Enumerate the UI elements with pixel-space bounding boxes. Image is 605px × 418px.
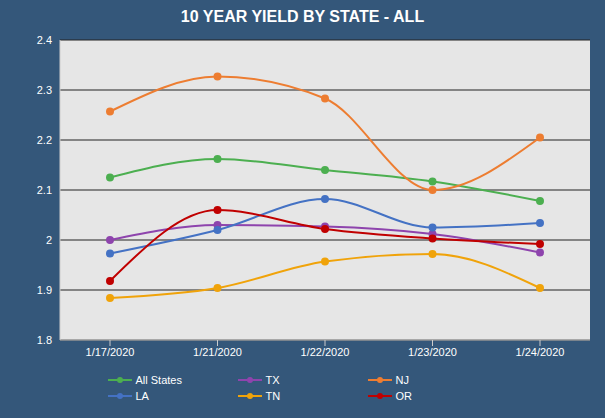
svg-text:1.9: 1.9 — [37, 284, 52, 296]
svg-text:1.8: 1.8 — [37, 334, 52, 346]
html-text:TN: TN — [265, 390, 281, 402]
svg-text:1/17/2020: 1/17/2020 — [86, 346, 135, 358]
html-text:NJ: NJ — [395, 374, 409, 386]
svg-text:2: 2 — [46, 234, 52, 246]
html-text:10 YEAR YIELD BY STATE - ALL: 10 YEAR YIELD BY STATE - ALL — [180, 8, 425, 25]
svg-text:1/21/2020: 1/21/2020 — [193, 346, 242, 358]
svg-text:1/22/2020: 1/22/2020 — [301, 346, 350, 358]
svg-text:2.4: 2.4 — [37, 34, 52, 46]
html-text:All States: All States — [135, 374, 182, 386]
html-text:OR: OR — [395, 390, 412, 402]
svg-text:2.1: 2.1 — [37, 184, 52, 196]
svg-text:2.3: 2.3 — [37, 84, 52, 96]
svg-text:1/23/2020: 1/23/2020 — [408, 346, 457, 358]
html-text:TX: TX — [265, 374, 280, 386]
html-text:LA: LA — [135, 390, 149, 402]
svg-text:1/24/2020: 1/24/2020 — [516, 346, 565, 358]
svg-text:2.2: 2.2 — [37, 134, 52, 146]
